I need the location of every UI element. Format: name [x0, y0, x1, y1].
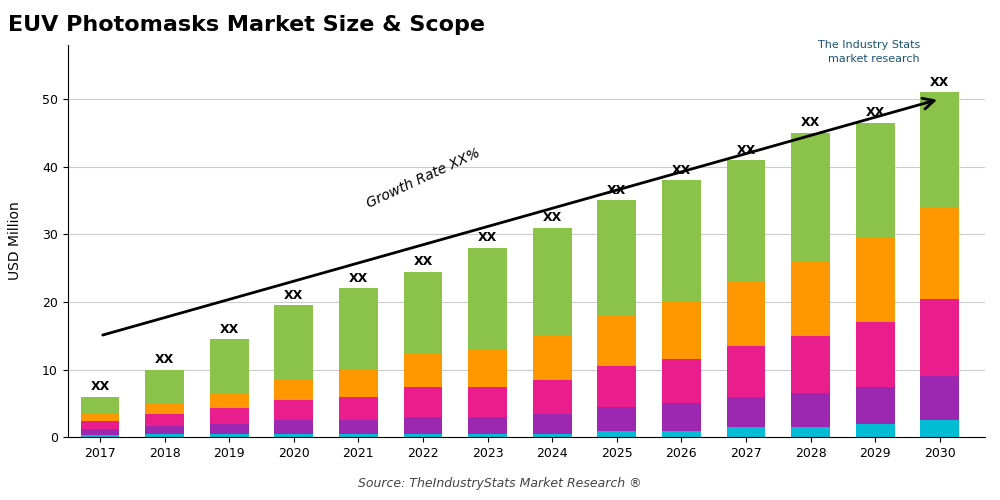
Bar [274, 420, 313, 434]
Text: XX: XX [284, 289, 303, 302]
Bar [339, 434, 378, 438]
Bar [145, 404, 184, 413]
Bar [339, 288, 378, 370]
Bar [662, 180, 701, 302]
Bar [81, 396, 119, 414]
Bar [597, 407, 636, 430]
Bar [727, 160, 765, 282]
Text: XX: XX [220, 323, 239, 336]
Bar [274, 434, 313, 438]
Bar [468, 386, 507, 417]
Bar [339, 396, 378, 420]
Bar [597, 430, 636, 438]
Bar [468, 434, 507, 438]
Text: XX: XX [866, 106, 885, 120]
Bar [533, 434, 572, 438]
Text: EUV Photomasks Market Size & Scope: EUV Photomasks Market Size & Scope [8, 15, 485, 35]
Bar [533, 336, 572, 380]
Bar [274, 306, 313, 380]
Text: The Industry Stats
  market research: The Industry Stats market research [818, 40, 920, 64]
Bar [791, 394, 830, 427]
Bar [81, 434, 119, 438]
Bar [533, 228, 572, 336]
Bar [727, 282, 765, 346]
Bar [856, 122, 895, 238]
Bar [404, 352, 442, 386]
Bar [210, 408, 249, 424]
Bar [339, 370, 378, 396]
Bar [920, 208, 959, 298]
Bar [920, 298, 959, 376]
Text: XX: XX [413, 255, 433, 268]
Text: XX: XX [801, 116, 820, 130]
Bar [145, 434, 184, 438]
Bar [727, 346, 765, 397]
Bar [81, 429, 119, 434]
Bar [597, 366, 636, 407]
Bar [468, 350, 507, 387]
Bar [145, 370, 184, 404]
Bar [533, 380, 572, 414]
Bar [404, 272, 442, 352]
Bar [468, 248, 507, 350]
Bar [145, 414, 184, 426]
Bar [210, 424, 249, 434]
Bar [920, 376, 959, 420]
Text: XX: XX [672, 164, 691, 177]
Bar [856, 238, 895, 322]
Bar [856, 322, 895, 386]
Bar [404, 417, 442, 434]
Bar [274, 380, 313, 400]
Bar [339, 420, 378, 434]
Bar [856, 424, 895, 438]
Bar [662, 360, 701, 404]
Text: XX: XX [607, 184, 626, 197]
Bar [856, 386, 895, 424]
Bar [662, 404, 701, 430]
Bar [274, 400, 313, 420]
Text: XX: XX [155, 353, 174, 366]
Bar [791, 133, 830, 262]
Bar [791, 336, 830, 394]
Bar [727, 396, 765, 427]
Text: Growth Rate XX%: Growth Rate XX% [364, 146, 482, 210]
Bar [210, 394, 249, 408]
Bar [597, 316, 636, 366]
Text: XX: XX [349, 272, 368, 285]
Bar [81, 414, 119, 421]
Bar [920, 92, 959, 208]
Bar [210, 339, 249, 394]
Text: Source: TheIndustryStats Market Research ®: Source: TheIndustryStats Market Research… [358, 477, 642, 490]
Bar [727, 427, 765, 438]
Text: XX: XX [543, 211, 562, 224]
Bar [791, 262, 830, 336]
Bar [210, 434, 249, 438]
Bar [533, 414, 572, 434]
Bar [404, 434, 442, 438]
Bar [791, 427, 830, 438]
Text: XX: XX [90, 380, 110, 394]
Bar [920, 420, 959, 438]
Bar [662, 430, 701, 438]
Bar [468, 417, 507, 434]
Bar [404, 386, 442, 417]
Bar [597, 200, 636, 316]
Bar [662, 302, 701, 360]
Text: XX: XX [736, 144, 756, 156]
Text: XX: XX [930, 76, 949, 89]
Text: XX: XX [478, 232, 497, 244]
Bar [145, 426, 184, 434]
Y-axis label: USD Million: USD Million [8, 202, 22, 280]
Bar [81, 421, 119, 429]
